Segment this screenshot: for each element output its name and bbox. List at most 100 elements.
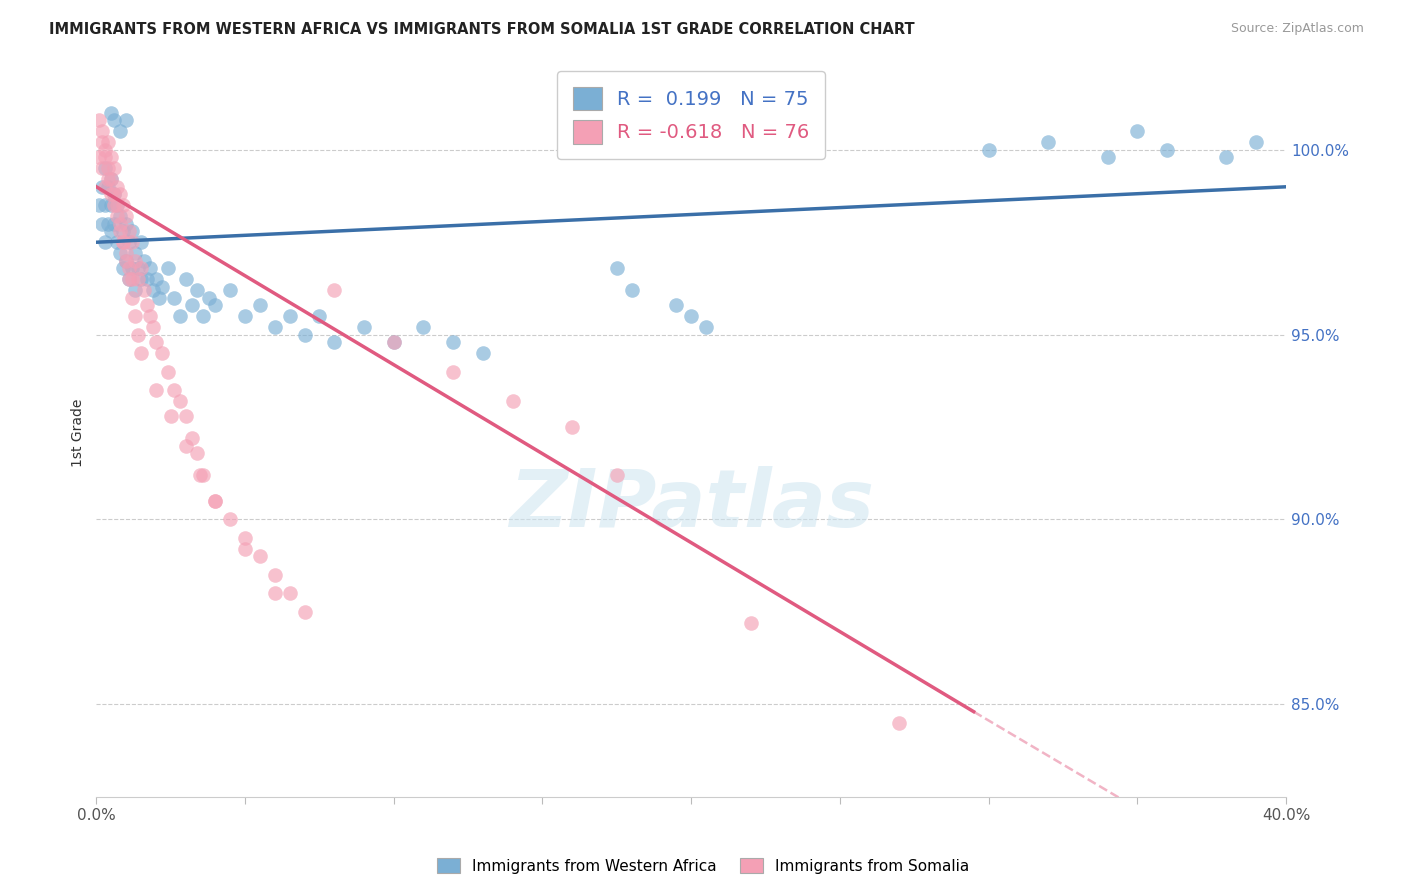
Point: [105, 198, 128, 212]
Point: [103, 187, 125, 202]
Point: [103, 217, 125, 231]
Point: [139, 261, 162, 276]
Point: [127, 327, 149, 342]
Point: [103, 113, 125, 128]
Point: [100, 172, 122, 186]
Point: [294, 327, 316, 342]
Point: [127, 272, 149, 286]
Point: [115, 210, 138, 224]
Point: [100, 198, 122, 212]
Point: [204, 494, 226, 508]
Point: [124, 283, 146, 297]
Point: [382, 334, 405, 349]
Point: [121, 224, 143, 238]
Point: [263, 320, 285, 334]
Text: ZIPatlas: ZIPatlas: [509, 467, 873, 544]
Point: [132, 253, 155, 268]
Point: [135, 298, 157, 312]
Point: [156, 261, 179, 276]
Point: [219, 512, 242, 526]
Point: [193, 468, 215, 483]
Point: [249, 298, 271, 312]
Point: [91, 136, 114, 150]
Point: [108, 217, 131, 231]
Point: [1244, 136, 1267, 150]
Point: [115, 253, 138, 268]
Point: [977, 143, 1000, 157]
Point: [118, 272, 141, 286]
Point: [91, 217, 114, 231]
Point: [103, 187, 125, 202]
Point: [129, 272, 152, 286]
Point: [97, 136, 120, 150]
Point: [121, 261, 143, 276]
Point: [163, 291, 186, 305]
Point: [94, 235, 117, 250]
Point: [115, 113, 138, 128]
Point: [472, 346, 495, 360]
Point: [198, 291, 221, 305]
Point: [186, 446, 208, 460]
Point: [1126, 124, 1149, 138]
Point: [174, 409, 197, 423]
Point: [124, 246, 146, 260]
Point: [180, 431, 202, 445]
Point: [169, 309, 191, 323]
Point: [129, 346, 152, 360]
Point: [129, 235, 152, 250]
Point: [412, 320, 434, 334]
Point: [323, 334, 346, 349]
Point: [219, 283, 242, 297]
Point: [142, 320, 165, 334]
Point: [118, 224, 141, 238]
Point: [139, 309, 162, 323]
Point: [193, 309, 215, 323]
Point: [94, 143, 117, 157]
Point: [105, 235, 128, 250]
Point: [100, 224, 122, 238]
Point: [108, 246, 131, 260]
Point: [89, 113, 111, 128]
Point: [174, 438, 197, 452]
Point: [159, 409, 181, 423]
Legend: Immigrants from Western Africa, Immigrants from Somalia: Immigrants from Western Africa, Immigran…: [430, 852, 976, 880]
Point: [294, 605, 316, 619]
Point: [105, 179, 128, 194]
Point: [163, 383, 186, 397]
Point: [105, 210, 128, 224]
Point: [142, 283, 165, 297]
Point: [124, 309, 146, 323]
Point: [97, 217, 120, 231]
Point: [132, 283, 155, 297]
Point: [145, 272, 167, 286]
Point: [129, 261, 152, 276]
Point: [263, 586, 285, 600]
Point: [115, 246, 138, 260]
Point: [108, 124, 131, 138]
Point: [103, 161, 125, 176]
Legend: R =  0.199   N = 75, R = -0.618   N = 76: R = 0.199 N = 75, R = -0.618 N = 76: [557, 71, 825, 160]
Point: [118, 261, 141, 276]
Point: [145, 383, 167, 397]
Point: [103, 198, 125, 212]
Point: [681, 309, 703, 323]
Point: [889, 715, 911, 730]
Point: [441, 334, 464, 349]
Point: [108, 210, 131, 224]
Point: [204, 298, 226, 312]
Point: [100, 172, 122, 186]
Point: [127, 261, 149, 276]
Point: [382, 334, 405, 349]
Point: [97, 161, 120, 176]
Point: [105, 198, 128, 212]
Point: [353, 320, 375, 334]
Point: [112, 235, 135, 250]
Point: [233, 309, 256, 323]
Point: [150, 279, 173, 293]
Point: [89, 150, 111, 164]
Point: [97, 172, 120, 186]
Point: [112, 224, 135, 238]
Point: [91, 124, 114, 138]
Y-axis label: 1st Grade: 1st Grade: [72, 399, 86, 467]
Point: [121, 272, 143, 286]
